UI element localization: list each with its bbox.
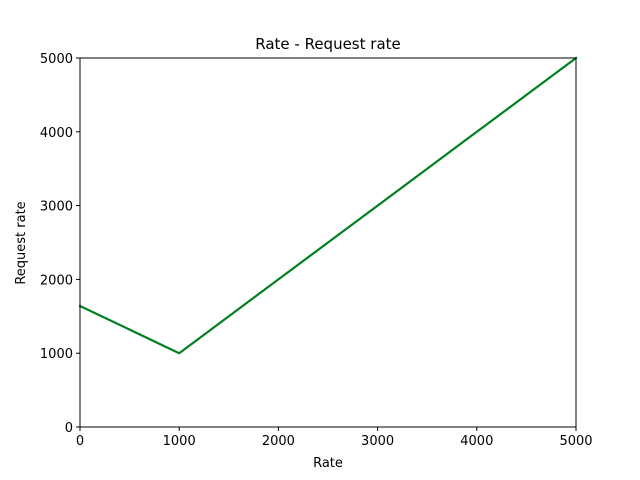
x-tick-label-5: 5000 (559, 434, 592, 449)
y-tick-label-0: 0 (65, 421, 73, 436)
plot-area: 0 1000 2000 3000 4000 5000 0 1000 2000 3000 4000 50… (40, 52, 593, 449)
y-tick-label-4: 4000 (40, 126, 73, 141)
y-tick-label-2: 2000 (40, 273, 73, 288)
x-tick-label-0: 0 (76, 434, 84, 449)
axes-frame (79, 57, 577, 428)
chart-title: Rate - Request rate (255, 35, 401, 53)
y-tick-label-1: 1000 (40, 347, 73, 362)
y-axis-label: Request rate (14, 201, 29, 284)
x-tick-label-3: 3000 (361, 434, 394, 449)
x-tick-label-4: 4000 (460, 434, 493, 449)
x-tick-label-1: 1000 (163, 434, 196, 449)
series-line-1 (78, 56, 578, 355)
y-tick-label-3: 3000 (40, 200, 73, 215)
x-axis-label: Rate (313, 456, 343, 471)
x-tick-label-2: 2000 (262, 434, 295, 449)
y-tick-label-5: 5000 (40, 52, 73, 67)
